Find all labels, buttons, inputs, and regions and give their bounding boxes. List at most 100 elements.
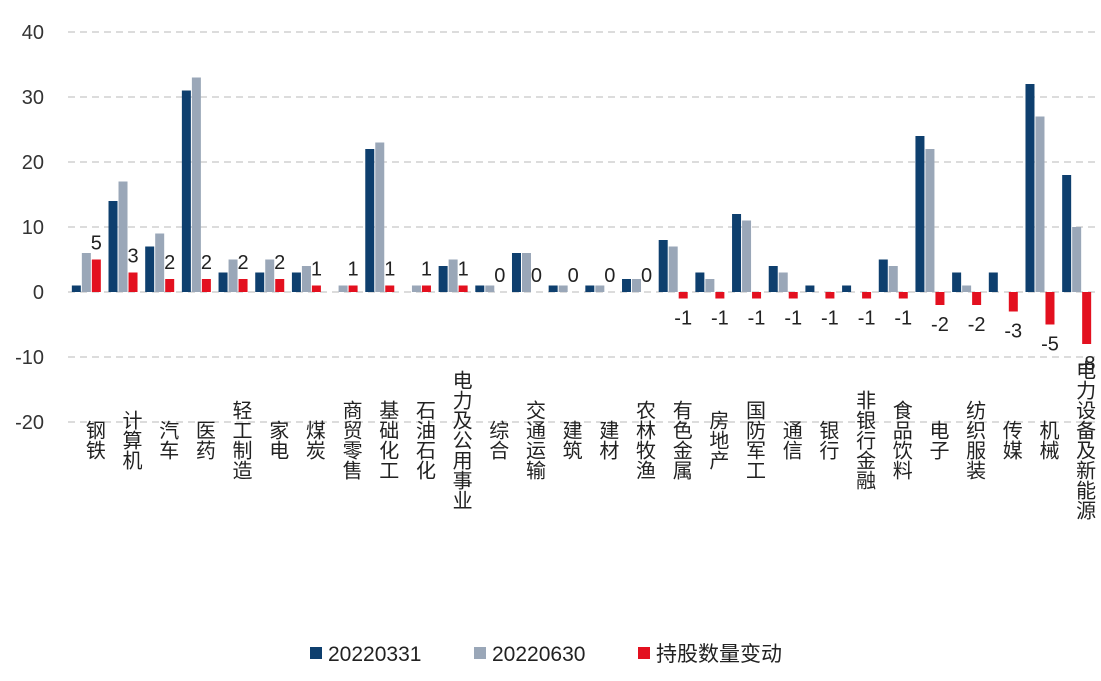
bar-20220630-食品饮料 <box>888 266 898 292</box>
data-label: 2 <box>201 252 212 274</box>
bar-20220331-医药 <box>181 90 191 292</box>
x-tick-label: 机械 <box>1036 420 1060 460</box>
bar-20220630-计算机 <box>118 181 128 292</box>
x-tick-label: 钢铁 <box>82 420 106 460</box>
bar-20220331-房地产 <box>695 272 705 292</box>
x-tick-label: 房地产 <box>706 410 730 470</box>
bar-20220630-交通运输 <box>521 253 531 292</box>
bar-20220630-电力及公用事业 <box>448 259 458 292</box>
bar-20220630-建筑 <box>558 285 568 292</box>
y-tick-label: 0 <box>33 282 44 304</box>
bar-持股数量变动-电子 <box>935 292 945 305</box>
legend: 20220331 20220630 持股数量变动 <box>310 643 782 666</box>
data-label: 1 <box>384 259 395 281</box>
bar-持股数量变动-电力及公用事业 <box>458 285 468 292</box>
bar-20220331-建筑 <box>548 285 558 292</box>
legend-swatch <box>638 647 650 659</box>
bar-持股数量变动-机械 <box>1045 292 1055 325</box>
data-label: 0 <box>531 265 542 287</box>
data-label: 1 <box>311 259 322 281</box>
bar-20220331-计算机 <box>108 201 118 292</box>
y-tick-label: 10 <box>22 217 44 239</box>
x-tick-label: 传媒 <box>999 420 1023 460</box>
bar-20220331-有色金属 <box>658 240 668 292</box>
bar-20220630-家电 <box>265 259 275 292</box>
bar-持股数量变动-传媒 <box>1008 292 1018 312</box>
bar-20220630-钢铁 <box>81 253 91 292</box>
x-tick-label: 综合 <box>486 420 510 460</box>
y-tick-label: 30 <box>22 87 44 109</box>
x-tick-label: 煤炭 <box>302 420 326 460</box>
bar-20220331-电子 <box>915 136 925 292</box>
bar-20220331-钢铁 <box>71 285 81 292</box>
bar-20220331-机械 <box>1025 84 1035 292</box>
bar-持股数量变动-房地产 <box>715 292 725 299</box>
x-tick-label: 交通运输 <box>522 400 546 480</box>
x-tick-label: 电力设备及新能源 <box>1073 360 1097 520</box>
bar-持股数量变动-煤炭 <box>311 285 321 292</box>
data-label: -2 <box>931 314 949 336</box>
bar-持股数量变动-家电 <box>275 279 285 292</box>
bar-持股数量变动-石油石化 <box>421 285 431 292</box>
data-label: 0 <box>494 265 505 287</box>
x-axis-ticks: 钢铁 计算机 汽车 医药 轻工制造 家电 煤炭 商贸零售 基础化工 石油石化 电力及公用事业 综合 交通… <box>82 360 1096 520</box>
bar-20220630-通信 <box>778 272 788 292</box>
data-labels: 5 3 2 2 2 2 1 1 1 1 1 0 0 0 0 0 -1 -1 -1 -1 -1 -1 -1 -2 -2 -3 -5 -8 <box>91 233 1096 376</box>
bar-持股数量变动-商贸零售 <box>348 285 358 292</box>
bar-20220331-汽车 <box>145 246 155 292</box>
bar-20220331-家电 <box>255 272 265 292</box>
x-tick-label: 汽车 <box>156 420 180 460</box>
data-label: -1 <box>894 308 912 330</box>
data-label: -8 <box>1078 353 1096 375</box>
x-tick-label: 建材 <box>596 420 620 460</box>
x-tick-label: 医药 <box>192 420 216 460</box>
data-label: 0 <box>641 265 652 287</box>
bar-20220331-通信 <box>768 266 778 292</box>
bar-持股数量变动-银行 <box>825 292 835 299</box>
data-label: 5 <box>91 233 102 255</box>
bar-20220331-食品饮料 <box>878 259 888 292</box>
x-tick-label: 家电 <box>266 420 290 460</box>
x-tick-label: 纺织服装 <box>963 400 987 480</box>
data-label: -1 <box>674 308 692 330</box>
data-label: -1 <box>821 308 839 330</box>
y-tick-label: 40 <box>22 22 44 44</box>
legend-swatch <box>310 647 322 659</box>
bar-持股数量变动-电力设备及新能源 <box>1082 292 1092 344</box>
data-label: -1 <box>784 308 802 330</box>
bar-20220331-综合 <box>475 285 485 292</box>
legend-label: 持股数量变动 <box>656 643 782 666</box>
bar-20220630-轻工制造 <box>228 259 238 292</box>
bar-持股数量变动-食品饮料 <box>898 292 908 299</box>
bar-持股数量变动-非银行金融 <box>862 292 872 299</box>
bar-20220331-电力设备及新能源 <box>1062 175 1072 292</box>
x-tick-label: 石油石化 <box>412 400 436 480</box>
legend-swatch <box>474 647 486 659</box>
bar-20220630-商贸零售 <box>338 285 348 292</box>
bar-20220331-煤炭 <box>291 272 301 292</box>
data-label: 0 <box>568 265 579 287</box>
data-label: -1 <box>711 308 729 330</box>
bar-持股数量变动-医药 <box>201 279 211 292</box>
gridlines <box>68 31 1095 423</box>
bar-20220630-电力设备及新能源 <box>1072 227 1082 292</box>
x-tick-label: 建筑 <box>559 420 583 460</box>
data-label: 2 <box>237 252 248 274</box>
bar-20220331-交通运输 <box>511 253 521 292</box>
bar-20220630-建材 <box>595 285 605 292</box>
bar-持股数量变动-基础化工 <box>385 285 395 292</box>
x-tick-label: 商贸零售 <box>339 400 363 480</box>
data-label: 2 <box>164 252 175 274</box>
bar-20220331-基础化工 <box>365 149 375 292</box>
x-tick-label: 国防军工 <box>743 400 767 480</box>
bar-20220630-国防军工 <box>742 220 752 292</box>
data-label: 1 <box>458 259 469 281</box>
bar-20220630-煤炭 <box>301 266 311 292</box>
bar-20220630-机械 <box>1035 116 1045 292</box>
bar-20220630-有色金属 <box>668 246 678 292</box>
y-tick-label: -10 <box>15 347 44 369</box>
data-label: -1 <box>748 308 766 330</box>
y-tick-label: 20 <box>22 152 44 174</box>
x-tick-label: 计算机 <box>119 410 143 470</box>
